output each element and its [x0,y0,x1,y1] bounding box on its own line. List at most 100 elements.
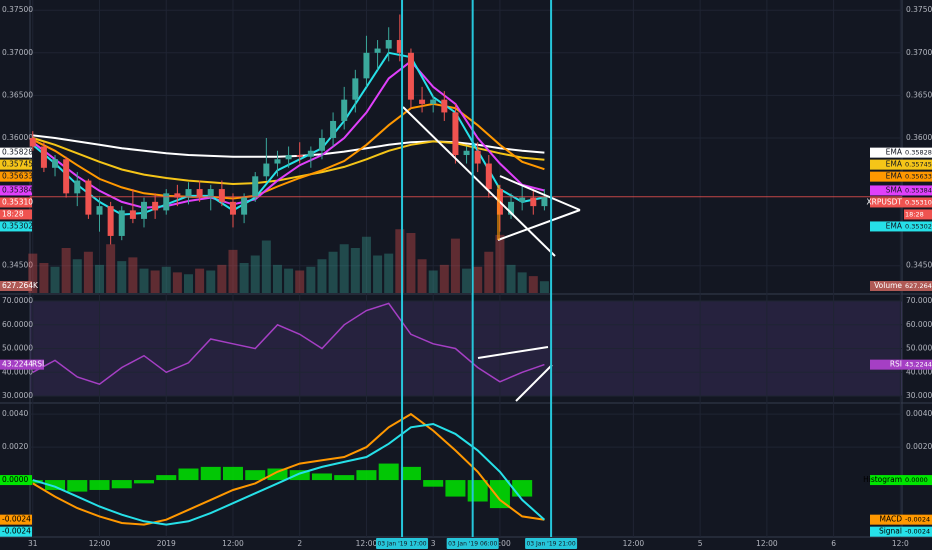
marker-label-bg [446,538,499,549]
candle-body [40,146,47,168]
y-tick-label-left: 60.0000 [2,320,33,329]
axis-tag-right-bg [904,159,932,170]
y-tick-label-right: 0.0020 [906,442,932,451]
histogram-bar [45,480,66,490]
volume-bar [506,264,516,293]
y-tick-label-right: 0.37500 [906,5,932,14]
candle-body [107,206,114,236]
candle-body [129,210,136,219]
y-tick-label-left: 50.0000 [2,344,33,353]
candle-body [274,159,281,164]
axis-tag-left-value: 0.35310 [2,197,33,206]
axis-tag-right-name-bg [870,159,904,170]
y-tick-label-right: 0.0040 [906,409,932,418]
axis-tag-left-value: 0.35828 [2,148,33,157]
trendline-drawing [515,364,553,402]
x-tick-label: 12:0 [892,539,909,548]
y-tick-label-left: 0.34500 [2,261,33,270]
axis-tag-left-value: 0.35302 [2,221,33,230]
axis-tag-right-name-bg [870,359,904,370]
candle-body [407,52,414,100]
marker-label-bg [525,538,578,549]
candle-body [363,52,370,79]
volume-bar [495,234,505,293]
x-tick-label: 12:00 [222,539,244,548]
y-tick-label-right: 0.36500 [906,90,932,99]
y-tick-label-left: 0.0040 [2,409,28,418]
volume-bar [117,261,127,293]
candle-body [530,197,537,207]
histogram-bar [22,480,43,484]
x-tick-label: 12:00 [89,539,111,548]
y-tick-label-right: 70.0000 [906,296,932,305]
candle-body [52,159,59,168]
x-tick-label: 12:00 [623,539,645,548]
y-tick-label-left: 0.37500 [2,5,33,14]
candle-body [318,137,325,151]
volume-bar [395,229,405,293]
axis-tag-right-value: 0.0000 [905,476,928,484]
axis-tag-right-name-bg [870,185,904,196]
axis-tag-right-name: EMA [886,221,903,230]
trendline-drawing [497,209,581,241]
axis-tag-right-bg [904,514,932,525]
volume-bar [272,264,282,293]
volume-bar [462,268,472,293]
volume-bar [106,244,116,293]
axis-tag-right-bg [904,526,932,537]
volume-bar [139,268,149,293]
histogram-bar [222,466,243,481]
axis-tag-right-value: 0.35745 [905,161,932,169]
volume-bar [295,270,305,293]
axis-tag-right-value: 627.264K [905,282,932,290]
candle-body [452,112,459,156]
y-tick-label-left: 0.36500 [2,90,33,99]
candle-body [185,189,192,198]
histogram-bar [489,480,510,509]
histogram-bar [67,480,88,492]
volume-bar [206,270,216,293]
axis-tag-right-bg [904,475,932,486]
y-tick-label-right: 0.36000 [906,133,932,142]
candle-body [29,137,36,147]
y-tick-label-left: 0.37000 [2,48,33,57]
candle-body [307,150,314,157]
axis-tag-right-name-bg [870,221,904,232]
volume-bar [72,259,82,293]
x-tick-label: 12:00 [356,539,378,548]
candle-body [474,150,481,164]
candle-body [419,99,426,104]
trendline-drawing [477,346,549,359]
candle-body [396,40,403,53]
axis-tag-right-name: Histogram [863,475,902,484]
axis-tag-right-bg [904,221,932,232]
candle-body [252,176,259,198]
axis-tag-right-value: -0.0024 [905,528,930,536]
volume-bar [39,263,49,293]
histogram-bar [512,480,533,497]
axis-tag-left-bg [0,514,32,525]
candle-body [385,40,392,49]
axis-tag-right-bg [904,281,932,291]
volume-bar [239,263,249,293]
histogram-bar [111,480,132,489]
axis-tag-right-name-bg [870,171,904,182]
axis-tag-right-name: Volume [874,281,902,290]
histogram-bar [467,480,488,502]
volume-bar [61,248,71,293]
volume-bar [384,253,394,293]
candle-body [285,155,292,160]
histogram-bar [289,470,310,481]
y-tick-label-left: 0.0020 [2,442,28,451]
volume-bar [183,274,193,293]
candle-body [152,201,159,211]
axis-tag-left-bg [0,221,32,232]
volume-bar [50,266,60,293]
volume-bar [439,264,449,293]
volume-bar [128,257,138,293]
rsi-line [32,302,545,386]
volume-bar [161,266,171,293]
axis-tag-right-value: 0.35310 [905,198,932,206]
